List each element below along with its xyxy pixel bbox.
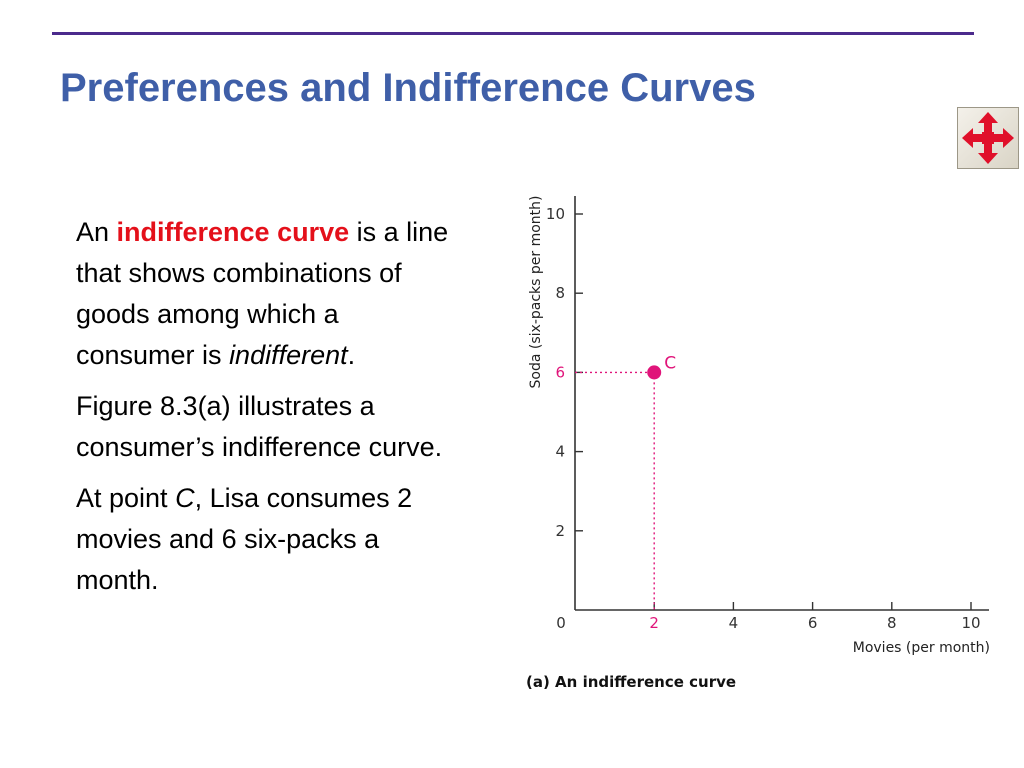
navigation-button[interactable] [957,107,1019,169]
x-tick-label: 10 [961,614,980,632]
x-tick-label: 2 [649,614,659,632]
definition-suffix: . [347,340,356,370]
x-tick-label: 6 [808,614,818,632]
x-tick-label: 8 [887,614,897,632]
y-tick-label: 8 [555,284,565,302]
x-tick-label: 0 [556,614,566,632]
point-c-prefix: At point [76,483,176,513]
point-c-paragraph: At point C, Lisa consumes 2 movies and 6… [76,478,456,601]
x-axis-label: Movies (per month) [853,640,990,656]
definition-prefix: An [76,217,117,247]
x-tick-label: 4 [729,614,739,632]
point-label-c: C [664,353,676,373]
y-tick-label: 2 [555,522,565,540]
y-axis-label: Soda (six-packs per month) [528,196,544,389]
chart-guides [575,371,655,610]
point-c-label: C [175,483,195,513]
data-point-c [647,365,662,380]
point-c-suffix: , Lisa consumes 2 movies and 6 six-packs… [76,483,413,595]
chart-points: C [647,353,676,380]
definition-paragraph: An indifference curve is a line that sho… [76,212,456,376]
y-tick-label: 6 [555,363,565,381]
top-divider-rule [52,32,974,35]
indifferent-emphasis: indifferent [229,340,348,370]
definition-middle: is a line that shows combinations of goo… [76,217,449,370]
slide-title: Preferences and Indifference Curves [60,66,756,110]
y-tick-label: 10 [546,205,565,223]
chart-caption: (a) An indifference curve [526,673,736,691]
chart-axes: 0 2 4 6 8 10 2 4 6 8 10 [546,196,989,632]
slide-body-text: An indifference curve is a line that sho… [76,212,456,611]
four-way-move-arrows-icon [962,112,1014,164]
figure-reference-paragraph: Figure 8.3(a) illustrates a consumer’s i… [76,391,443,462]
y-tick-label: 4 [555,443,565,461]
indifference-curve-term: indifference curve [116,217,350,247]
indifference-curve-chart: 0 2 4 6 8 10 2 4 6 8 10 C Movies (per month) Soda … [526,196,990,691]
